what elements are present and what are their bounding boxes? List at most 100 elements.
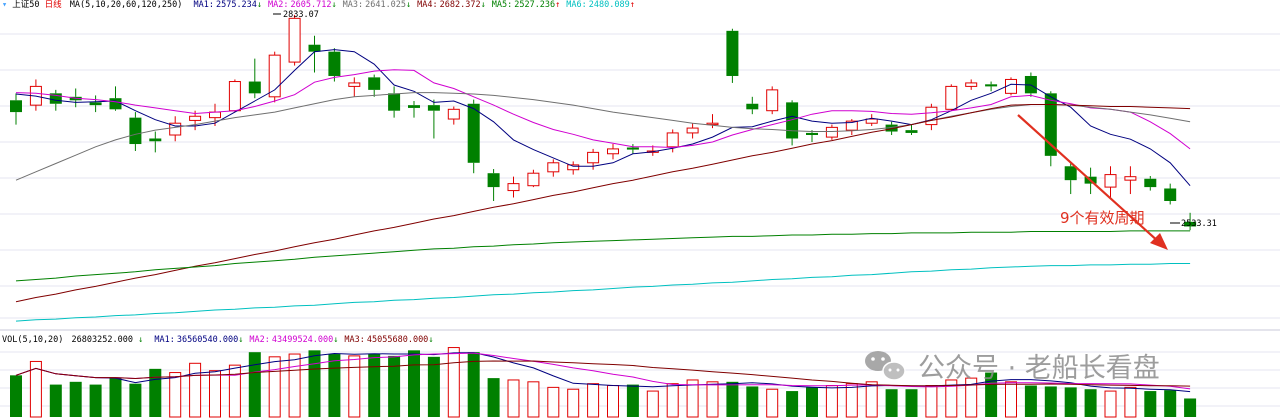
- volume-bar: [149, 368, 162, 417]
- ma-legend-value-3: 2641.025: [365, 0, 406, 10]
- volume-bar: [1184, 398, 1197, 417]
- ma-line-ma4: [15, 104, 1191, 303]
- high-annotation: 2833.07: [273, 10, 319, 20]
- candle-body: [288, 17, 301, 63]
- volume-bar: [825, 385, 838, 418]
- candle: [49, 89, 62, 111]
- candle-body: [308, 44, 321, 52]
- ma-legend-label-2: MA2:: [268, 0, 288, 10]
- volume-bar: [885, 389, 898, 417]
- candle-body: [89, 102, 102, 106]
- candle: [527, 169, 540, 188]
- candle: [109, 86, 122, 111]
- candle-body: [845, 120, 858, 131]
- chart-indicator-icon: ▾: [2, 0, 7, 10]
- candle-body: [985, 84, 998, 87]
- candle-body: [686, 127, 699, 134]
- candle: [268, 51, 281, 103]
- ma-legend-arrow-2: ↓: [331, 0, 336, 10]
- volume-bar: [1124, 386, 1137, 418]
- candle: [308, 35, 321, 73]
- volume-bar: [388, 355, 401, 417]
- candle-body: [447, 108, 460, 120]
- ma-legend-label-1: MA1:: [193, 0, 213, 10]
- volume-bar: [368, 354, 381, 417]
- candle-body: [786, 102, 799, 139]
- candle: [427, 99, 440, 139]
- vol-ma-line-5: [15, 352, 1191, 393]
- candle-body: [706, 122, 719, 126]
- candle-body: [1184, 221, 1197, 227]
- candle: [567, 161, 580, 175]
- volume-bar: [109, 378, 122, 417]
- ma-legend-label-4: MA4:: [417, 0, 437, 10]
- candle-body: [587, 151, 600, 164]
- ma-legend-value-5: 2527.236: [514, 0, 555, 10]
- vol-ma-legend-arrow-3: ↓: [428, 335, 433, 345]
- candle-body: [1124, 176, 1137, 181]
- candle-body: [885, 124, 898, 132]
- volume-bar: [467, 352, 480, 417]
- candle: [1044, 91, 1057, 167]
- volume-bar: [746, 386, 759, 417]
- volume-bar: [965, 377, 978, 418]
- volume-bar: [726, 381, 739, 417]
- volume-bar: [29, 360, 42, 418]
- wechat-icon: [865, 351, 906, 381]
- volume-bar: [925, 385, 938, 418]
- candle-body: [527, 172, 540, 187]
- volume-bar: [427, 356, 440, 417]
- candle-body: [567, 164, 580, 171]
- volume-bar: [1064, 387, 1077, 417]
- ma-legend-arrow-1: ↓: [257, 0, 262, 10]
- volume-bar: [1084, 389, 1097, 417]
- ma-legend: MA1: 2575.234↓ MA2: 2605.712↓ MA3: 2641.025↓ M…: [193, 0, 634, 10]
- volume-bar: [189, 362, 202, 418]
- watermark-text: 公众号 · 老船长看盘: [918, 353, 1160, 384]
- volume-bar: [1144, 391, 1157, 417]
- volume-bar: [268, 356, 281, 418]
- candle-body: [228, 81, 241, 112]
- candle-body: [248, 81, 261, 94]
- volume-bar: [607, 385, 619, 418]
- ma-legend-arrow-5: ↑: [555, 0, 560, 10]
- candle: [388, 86, 401, 118]
- ma-legend-value-6: 2480.089: [589, 0, 630, 10]
- candle-body: [1164, 188, 1177, 201]
- candle-body: [806, 132, 818, 136]
- candle: [228, 79, 241, 113]
- volume-bar: [845, 383, 858, 418]
- vol-params: VOL(5,10,20): [2, 335, 63, 345]
- vol-ma-legend-label-1: MA1:: [154, 335, 174, 345]
- candle-body: [209, 111, 221, 119]
- ma-legend-arrow-4: ↓: [481, 0, 486, 10]
- candle-body: [547, 162, 560, 173]
- candle: [507, 176, 520, 198]
- vol-ma-legend-arrow-1: ↓: [238, 335, 243, 345]
- candle-body: [626, 147, 639, 150]
- candle: [89, 95, 102, 113]
- candle: [487, 169, 500, 201]
- candle: [686, 123, 699, 139]
- high-label: 2833.07: [283, 10, 319, 20]
- candle-body: [965, 82, 978, 87]
- candle: [965, 79, 978, 90]
- volume-bar: [288, 353, 301, 418]
- volume-bar: [646, 390, 659, 418]
- candle-body: [328, 51, 341, 76]
- candle: [1144, 175, 1157, 191]
- candle-body: [169, 122, 182, 136]
- candle-body: [427, 105, 440, 111]
- candle: [348, 77, 361, 97]
- vol-ma-legend-arrow-2: ↓: [333, 335, 338, 345]
- ma-legend-label-5: MA5:: [492, 0, 512, 10]
- candle: [726, 28, 739, 83]
- vol-value: 26803252.000: [72, 335, 133, 345]
- candle-body: [746, 103, 759, 110]
- volume-bar: [248, 352, 261, 417]
- volume-bar: [865, 381, 878, 418]
- candle: [368, 74, 381, 97]
- candle-body: [408, 105, 420, 108]
- ma-line-ma2: [15, 69, 1191, 150]
